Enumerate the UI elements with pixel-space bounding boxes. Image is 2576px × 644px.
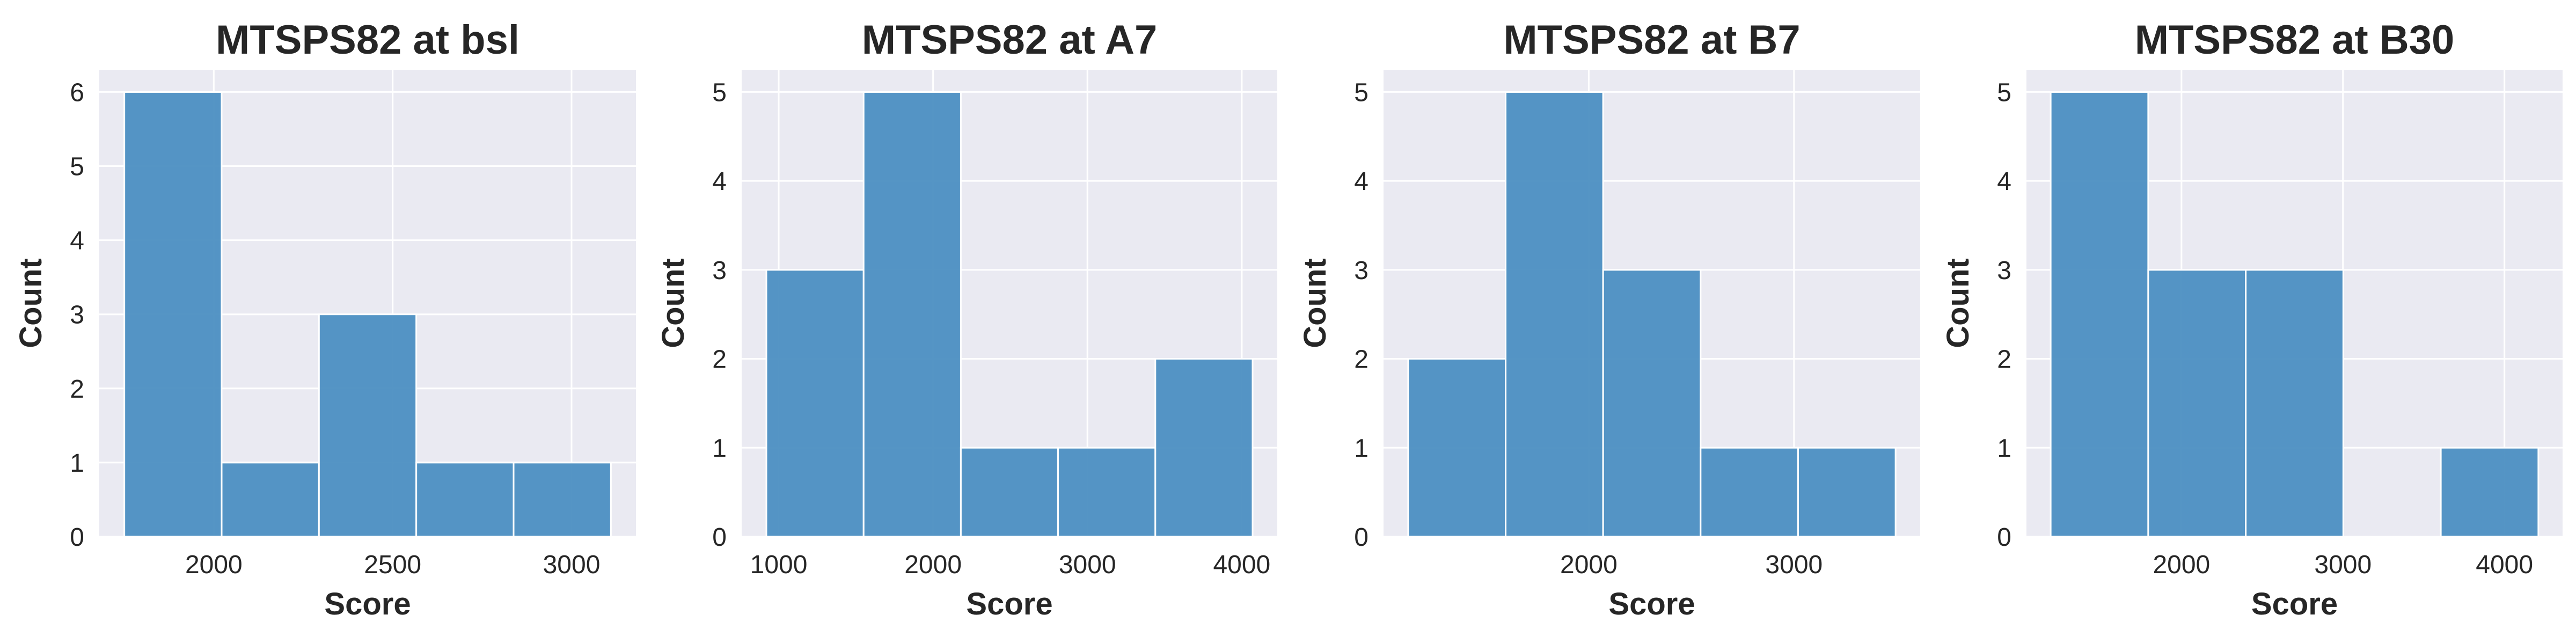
y-tick-label: 4 [712, 167, 727, 196]
x-tick-label: 4000 [2476, 551, 2533, 579]
x-tick-label: 3000 [543, 551, 601, 579]
histogram-bar [765, 269, 865, 538]
y-tick-label: 0 [1354, 523, 1368, 552]
histogram-bar [2245, 269, 2344, 538]
y-tick-label: 4 [1997, 167, 2011, 196]
y-axis-label: Count [13, 258, 48, 348]
x-axis-label: Score [966, 587, 1052, 621]
histogram-bar [1407, 358, 1507, 538]
y-tick-label: 4 [70, 227, 84, 255]
panel-title: MTSPS82 at B30 [2135, 17, 2455, 63]
histogram-bar [960, 447, 1059, 538]
y-tick-label: 0 [1997, 523, 2011, 552]
histogram-bar [123, 91, 223, 538]
y-tick-label: 1 [70, 449, 84, 478]
x-tick-label: 4000 [1213, 551, 1270, 579]
histogram-bar [862, 91, 962, 538]
y-tick-label: 3 [1354, 257, 1368, 285]
x-tick-label: 2000 [904, 551, 962, 579]
panel-title: MTSPS82 at bsl [216, 17, 519, 63]
x-tick-label: 2000 [1560, 551, 1618, 579]
y-tick-label: 3 [70, 301, 84, 330]
histogram-bar [1154, 358, 1254, 538]
y-tick-label: 5 [1354, 78, 1368, 107]
y-tick-label: 2 [70, 375, 84, 404]
x-tick-label: 3000 [1059, 551, 1116, 579]
y-tick-label: 2 [1354, 346, 1368, 374]
y-axis-label: Count [1941, 258, 1975, 348]
x-axis-label: Score [324, 587, 411, 621]
x-tick-label: 2000 [185, 551, 243, 579]
x-tick-label: 1000 [750, 551, 808, 579]
y-tick-label: 0 [70, 523, 84, 552]
histogram-bar [1797, 447, 1897, 538]
x-tick-label: 2000 [2153, 551, 2210, 579]
y-tick-label: 1 [1997, 434, 2011, 463]
histogram-bar [1505, 91, 1604, 538]
histogram-panel-2: 0 1 2 3 4 5 1000 2000 3000 4000 MTSPS82 at A7 Score… [656, 17, 1277, 621]
y-tick-label: 1 [712, 434, 727, 463]
y-axis-label: Count [1298, 258, 1333, 348]
y-tick-label: 5 [1997, 78, 2011, 107]
histogram-bar [2147, 269, 2247, 538]
y-tick-label: 3 [1997, 257, 2011, 285]
y-axis-label: Count [656, 258, 691, 348]
y-tick-label: 5 [712, 78, 727, 107]
histogram-bar [513, 462, 612, 538]
y-tick-label: 4 [1354, 167, 1368, 196]
histogram-bar [1700, 447, 1799, 538]
x-tick-label: 3000 [2314, 551, 2372, 579]
y-tick-label: 1 [1354, 434, 1368, 463]
x-tick-label: 2500 [364, 551, 421, 579]
histogram-bar [1602, 269, 1702, 538]
x-tick-label: 3000 [1765, 551, 1823, 579]
histogram-bar [318, 313, 418, 538]
y-tick-label: 2 [1997, 346, 2011, 374]
y-tick-label: 0 [712, 523, 727, 552]
y-tick-label: 6 [70, 78, 84, 107]
x-axis-label: Score [2251, 587, 2338, 621]
histogram-panel-4: 0 1 2 3 4 5 2000 3000 4000 MTSPS82 at B30 Score Cou… [1941, 17, 2563, 621]
y-tick-label: 5 [70, 153, 84, 181]
y-tick-label: 2 [712, 346, 727, 374]
x-axis-label: Score [1608, 587, 1695, 621]
panel-title: MTSPS82 at B7 [1503, 17, 1800, 63]
histogram-panel-1: 0 1 2 3 4 5 6 2000 2500 3000 MTSPS82 at bsl Score Co… [13, 17, 636, 621]
histogram-bar [2050, 91, 2149, 538]
histogram-panel-3: 0 1 2 3 4 5 2000 3000 MTSPS82 at B7 Score Count [1298, 17, 1920, 621]
panel-title: MTSPS82 at A7 [862, 17, 1157, 63]
histogram-bar [1057, 447, 1157, 538]
histogram-bar [221, 462, 320, 538]
histogram-bar [2440, 447, 2540, 538]
histogram-bar [415, 462, 515, 538]
y-tick-label: 3 [712, 257, 727, 285]
